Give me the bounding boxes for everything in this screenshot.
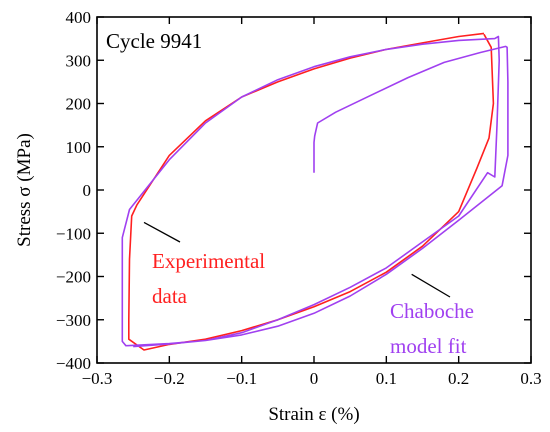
x-tick-label: −0.1 — [226, 369, 257, 388]
y-tick-label: −300 — [56, 311, 91, 330]
cycle-annotation: Cycle 9941 — [106, 29, 202, 53]
x-tick-label: 0.3 — [520, 369, 541, 388]
experimental-label-line1: Experimental — [152, 249, 265, 273]
y-tick-label: 100 — [66, 138, 92, 157]
x-tick-label: 0.1 — [376, 369, 397, 388]
y-tick-label: 200 — [66, 95, 92, 114]
y-tick-label: −100 — [56, 224, 91, 243]
x-tick-label: 0 — [310, 369, 319, 388]
ticks-layer: −0.3 −0.2 −0.1 0 0.1 0.2 0.3 −400 −300 −200 −100 0 1… — [56, 8, 542, 388]
x-tick-label: 0.2 — [448, 369, 469, 388]
model-label-line2: model fit — [390, 334, 467, 358]
x-tick-label: −0.2 — [154, 369, 185, 388]
experimental-label-line2: data — [152, 284, 188, 308]
model-series-line — [121, 35, 509, 348]
experimental-leader-line — [143, 221, 181, 243]
y-tick-label: 0 — [83, 181, 92, 200]
y-tick-label: 300 — [66, 51, 92, 70]
model-leader-line — [411, 273, 451, 298]
x-tick-label: −0.3 — [82, 369, 113, 388]
x-axis-label: Strain ε (%) — [268, 404, 359, 425]
y-tick-label: 400 — [66, 8, 92, 27]
series-layer — [121, 32, 509, 351]
model-label-line1: Chaboche — [390, 299, 474, 323]
y-tick-label: −400 — [56, 354, 91, 373]
y-tick-label: −200 — [56, 268, 91, 287]
y-axis-label: Stress σ (MPa) — [14, 133, 35, 247]
